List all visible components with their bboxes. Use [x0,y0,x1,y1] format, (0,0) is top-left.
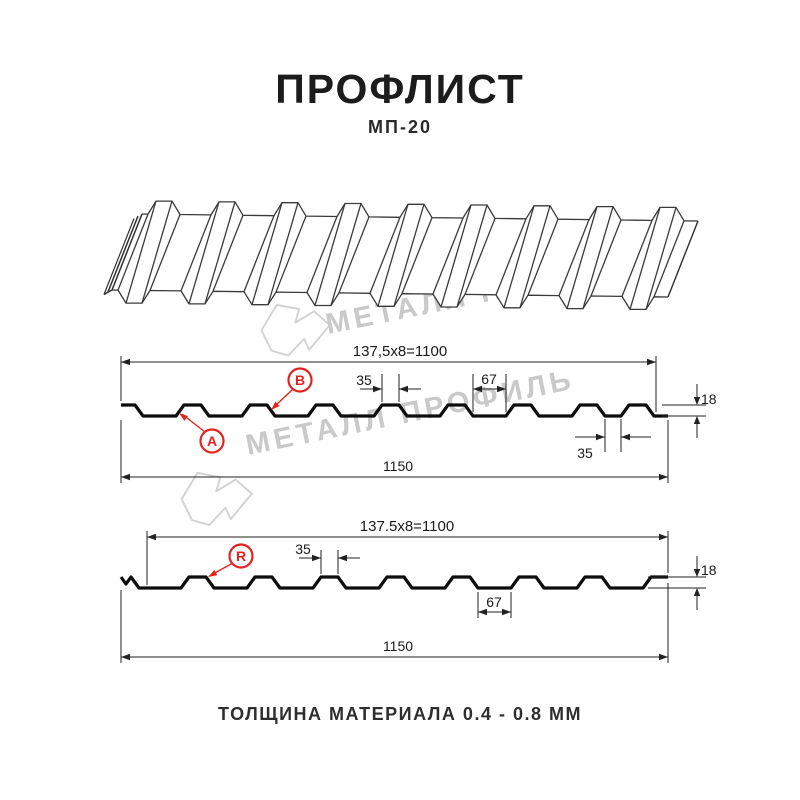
dim-height-a: 18 [701,391,717,407]
sheet-3d-rib-lines [117,200,685,310]
watermark-text-2: МЕТАЛЛ ПРОФИЛЬ [243,364,577,462]
dim-valley-a: 67 [481,371,497,387]
callout-b-circle [287,367,313,393]
profile-a-outline [121,403,668,418]
material-thickness-note: ТОЛЩИНА МАТЕРИАЛА 0.4 - 0.8 ММ [218,704,582,724]
sheet-3d-front-edge [111,289,669,311]
dim-total-r: 1150 [383,638,413,654]
callout-r-circle [228,543,254,569]
dim-crest-a: 35 [356,372,372,388]
dim-total-a: 1150 [383,458,413,474]
sheet-3d-back-edge [141,200,699,222]
page-subtitle: МП-20 [368,117,432,137]
sheet-3d-view [103,200,699,311]
page-title: ПРОФЛИСТ [275,66,525,112]
dim-module-width-r: 137.5x8=1100 [360,518,454,535]
profile-r-outline [119,575,668,590]
watermark-logo-1 [260,303,331,357]
dim-module-width-a: 137,5x8=1100 [353,343,447,360]
profile-section-r: 137.5x8=1100 35 67 18 [119,518,717,663]
dim-height-r: 18 [701,562,717,578]
callout-a-circle [199,428,225,454]
profile-section-a: 137,5x8=1100 35 67 18 [120,343,717,483]
callout-b-label: B [295,372,305,388]
watermark-logo-2 [180,472,253,527]
callout-r-label: R [236,548,246,564]
dim-overlap-a: 35 [577,445,593,461]
sheet-3d-end-caps [103,213,699,298]
callout-a-label: A [207,433,217,449]
dim-crest-r: 35 [295,541,311,557]
dim-valley-r: 67 [486,594,502,610]
